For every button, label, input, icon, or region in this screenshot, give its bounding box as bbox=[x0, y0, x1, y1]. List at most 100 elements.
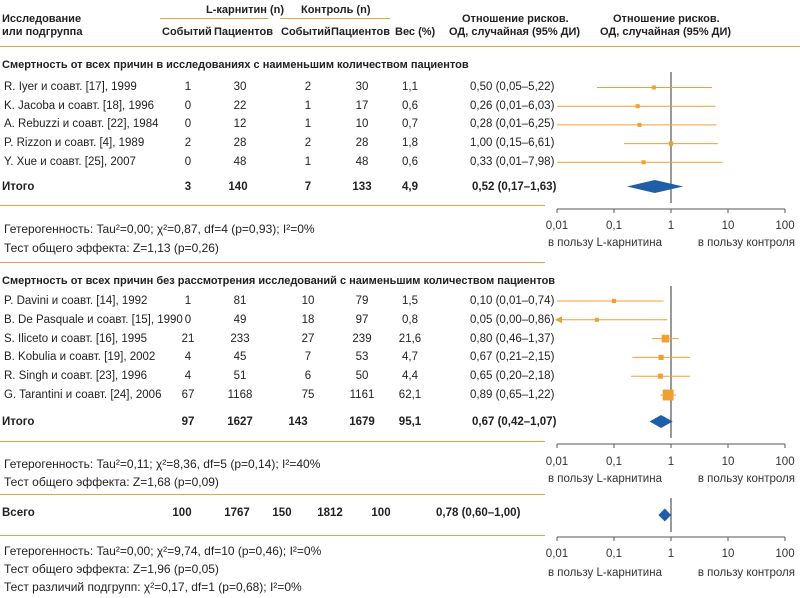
cell-or-ci: 0,10 (0,01–0,74) bbox=[470, 295, 555, 307]
study-name: R. Singh и соавт. [23], 1996 bbox=[4, 370, 147, 383]
cell-w: 0,6 bbox=[402, 99, 418, 112]
section1-total-ci: 0,52 (0,17–1,63) bbox=[472, 181, 557, 193]
point-estimate-square bbox=[657, 373, 663, 379]
section1-footer-divider bbox=[0, 262, 545, 263]
cell-w: 0,8 bbox=[402, 313, 418, 326]
study-name: A. Rebuzzi и соавт. [22], 1984 bbox=[4, 118, 159, 131]
cell-or-ci: 0,26 (0,01–6,03) bbox=[470, 99, 555, 112]
cell-n2: 30 bbox=[355, 81, 369, 93]
cell-w: 4,7 bbox=[402, 351, 418, 364]
section1-title: Смертность от всех причин в исследования… bbox=[2, 59, 469, 71]
section2-total-e1: 97 bbox=[181, 416, 195, 428]
x-axis-tick-label: 1 bbox=[668, 220, 674, 232]
cell-n1: 51 bbox=[233, 370, 247, 383]
section1-total-n1: 140 bbox=[228, 181, 248, 193]
point-estimate-square bbox=[668, 141, 674, 146]
cell-n2: 48 bbox=[355, 155, 369, 168]
header-patients-ctrl: Пациентов bbox=[331, 26, 391, 38]
section2-divider bbox=[0, 441, 545, 442]
cell-n1: 1168 bbox=[227, 389, 253, 401]
overall-label: Всего bbox=[2, 507, 35, 519]
cell-n2: 79 bbox=[355, 295, 369, 307]
cell-e2: 2 bbox=[304, 81, 312, 93]
cell-n2: 239 bbox=[352, 332, 372, 345]
overall-n2: 1812 bbox=[317, 507, 343, 519]
ci-arrow bbox=[555, 316, 562, 324]
header-events-ctrl: Событий bbox=[281, 26, 331, 38]
header-weight: Вес (%) bbox=[395, 26, 436, 38]
point-estimate-square bbox=[635, 104, 640, 109]
cell-n2: 10 bbox=[355, 118, 369, 131]
cell-e2: 2 bbox=[304, 137, 312, 150]
cell-or-ci: 0,33 (0,01–7,98) bbox=[470, 155, 555, 168]
cell-n1: 45 bbox=[233, 351, 247, 364]
subgroup-difference: Тест различий подгрупп: χ²=0,17, df=1 (p… bbox=[4, 580, 302, 594]
cell-w: 21,6 bbox=[398, 332, 422, 345]
favours-lcarnitine-label: в пользу L-карнитина bbox=[548, 567, 663, 579]
point-estimate-square bbox=[662, 389, 674, 401]
overall-e1: 100 bbox=[172, 507, 192, 519]
section1-overall-effect: Тест общего эффекта: Z=1,13 (p=0,26) bbox=[4, 241, 219, 255]
overall-effect: Тест общего эффекта: Z=1,96 (p=0,05) bbox=[4, 562, 219, 576]
cell-e2: 6 bbox=[304, 370, 312, 383]
cell-e1: 21 bbox=[181, 332, 195, 345]
overall-ci: 0,78 (0,60–1,00) bbox=[436, 507, 521, 519]
favours-control-label: в пользу контроля bbox=[698, 237, 795, 249]
study-name: B. De Pasquale и соавт. [15], 1990 bbox=[4, 313, 183, 326]
cell-n2: 17 bbox=[355, 99, 369, 112]
cell-or-ci: 0,80 (0,46–1,37) bbox=[470, 332, 555, 345]
section2-overall-effect: Тест общего эффекта: Z=1,68 (p=0,09) bbox=[4, 475, 219, 489]
header-study-line2: или подгруппа bbox=[2, 26, 83, 38]
pooled-diamond-section2 bbox=[649, 415, 673, 428]
x-axis-tick-label: 1 bbox=[668, 548, 674, 560]
section1-total-label: Итого bbox=[2, 181, 35, 193]
cell-or-ci: 0,28 (0,01–6,25) bbox=[470, 118, 555, 131]
favours-lcarnitine-label: в пользу L-карнитина bbox=[548, 473, 663, 485]
x-axis-tick-label: 10 bbox=[722, 548, 735, 560]
cell-e1: 0 bbox=[184, 118, 192, 131]
cell-w: 1,5 bbox=[402, 295, 418, 307]
section1-total-weight: 4,9 bbox=[402, 181, 418, 193]
cell-n2: 50 bbox=[355, 370, 369, 383]
point-estimate-square bbox=[661, 334, 670, 343]
cell-e2: 7 bbox=[304, 351, 312, 364]
section1-divider bbox=[0, 205, 545, 206]
header-study-line1: Исследование bbox=[2, 13, 82, 25]
cell-n1: 28 bbox=[233, 137, 247, 150]
cell-e1: 67 bbox=[181, 389, 195, 401]
cell-e2: 1 bbox=[304, 118, 312, 131]
cell-w: 1,8 bbox=[402, 137, 418, 150]
header-or-line1: Отношение рисков. bbox=[462, 13, 569, 25]
header-lcarnitine-group: L-карнитин (n) bbox=[206, 4, 285, 16]
x-axis-tick-label: 1 bbox=[668, 456, 674, 468]
cell-n1: 22 bbox=[233, 99, 247, 112]
cell-e1: 1 bbox=[184, 295, 192, 307]
header-or-plot-line1: Отношение рисков. bbox=[613, 13, 720, 25]
overall-e2: 150 bbox=[272, 507, 292, 519]
cell-e1: 1 bbox=[184, 81, 192, 93]
point-estimate-square bbox=[651, 85, 656, 90]
x-axis-tick-label: 0,01 bbox=[546, 548, 568, 560]
cell-n2: 97 bbox=[355, 313, 369, 326]
cell-e1: 0 bbox=[184, 99, 192, 112]
section1-heterogeneity: Гетерогенность: Tau²=0,00; χ²=0,87, df=4… bbox=[4, 222, 315, 236]
cell-or-ci: 0,50 (0,05–5,22) bbox=[470, 81, 555, 93]
section2-total-e2: 143 bbox=[288, 416, 308, 428]
x-axis-tick-label: 100 bbox=[775, 220, 794, 232]
cell-w: 4,4 bbox=[402, 370, 418, 383]
section2-total-n1: 1627 bbox=[227, 416, 253, 428]
header-control-underline bbox=[280, 18, 390, 19]
header-lcarnitine-underline bbox=[160, 18, 268, 19]
section2-total-weight: 95,1 bbox=[398, 416, 422, 428]
header-patients-lcar: Пациентов bbox=[214, 26, 274, 38]
cell-e2: 27 bbox=[301, 332, 315, 345]
cell-n2: 53 bbox=[355, 351, 369, 364]
cell-or-ci: 0,67 (0,21–2,15) bbox=[470, 351, 555, 364]
cell-e1: 0 bbox=[184, 313, 192, 326]
study-name: R. Iyer и соавт. [17], 1999 bbox=[4, 81, 137, 93]
section2-heterogeneity: Гетерогенность: Tau²=0,11; χ²=8,36, df=5… bbox=[4, 457, 321, 471]
cell-n1: 12 bbox=[233, 118, 247, 131]
section1-total-n2: 133 bbox=[352, 181, 372, 193]
cell-w: 0,6 bbox=[402, 155, 418, 168]
